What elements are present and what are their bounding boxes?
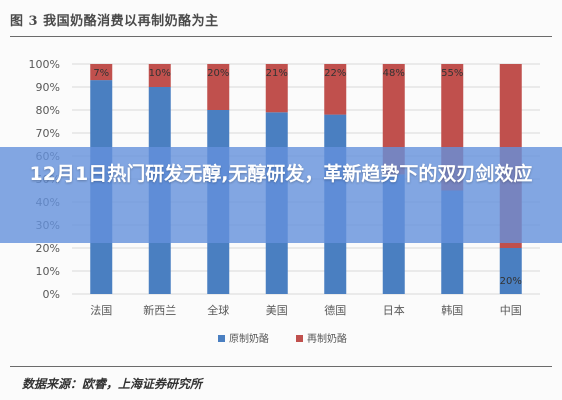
bar-processed-cheese [148,64,171,87]
x-tick-label: 德国 [324,303,346,317]
bar-processed-cheese [265,64,288,113]
x-tick-label: 韩国 [441,303,463,317]
figure-title: 图 3 我国奶酪消费以再制奶酪为主 [10,14,219,29]
bar-original-cheese [499,248,522,294]
data-label: 21% [266,68,288,79]
y-tick-label: 20% [36,242,60,255]
y-tick-label: 90% [36,81,60,94]
x-tick-label: 日本 [383,303,405,317]
data-label: 10% [149,68,171,79]
x-tick-label: 美国 [266,304,288,317]
data-label: 7% [93,68,109,79]
x-tick-label: 法国 [90,303,112,317]
legend-label: 再制奶酪 [307,332,347,345]
y-tick-label: 10% [36,265,60,278]
data-label: 20% [207,68,229,79]
legend-swatch [218,335,225,342]
data-label: 20% [500,276,522,287]
x-tick-label: 中国 [500,304,522,317]
legend-label: 原制奶酪 [229,332,269,345]
data-label: 22% [324,68,346,79]
headline: 12月1日热门研发无醇,无醇研发，革新趋势下的双刃剑效应 [29,163,533,185]
data-label: 48% [383,68,405,79]
top-rule [10,36,552,37]
legend-swatch [296,335,303,342]
x-tick-label: 全球 [207,303,229,317]
bar-processed-cheese [324,64,347,115]
bar-processed-cheese [207,64,230,110]
source-note: 数据来源：欧睿，上海证券研究所 [22,377,203,391]
y-tick-label: 100% [29,58,60,71]
y-tick-label: 70% [36,127,60,140]
bar-processed-cheese [90,64,113,81]
y-tick-label: 80% [36,104,60,117]
x-tick-label: 新西兰 [143,303,176,317]
bottom-rule [10,366,552,367]
data-label: 55% [441,68,463,79]
headline-banner: 12月1日热门研发无醇,无醇研发，革新趋势下的双刃剑效应 [0,147,562,243]
y-tick-label: 0% [43,288,60,301]
bar-processed-cheese [382,64,405,175]
